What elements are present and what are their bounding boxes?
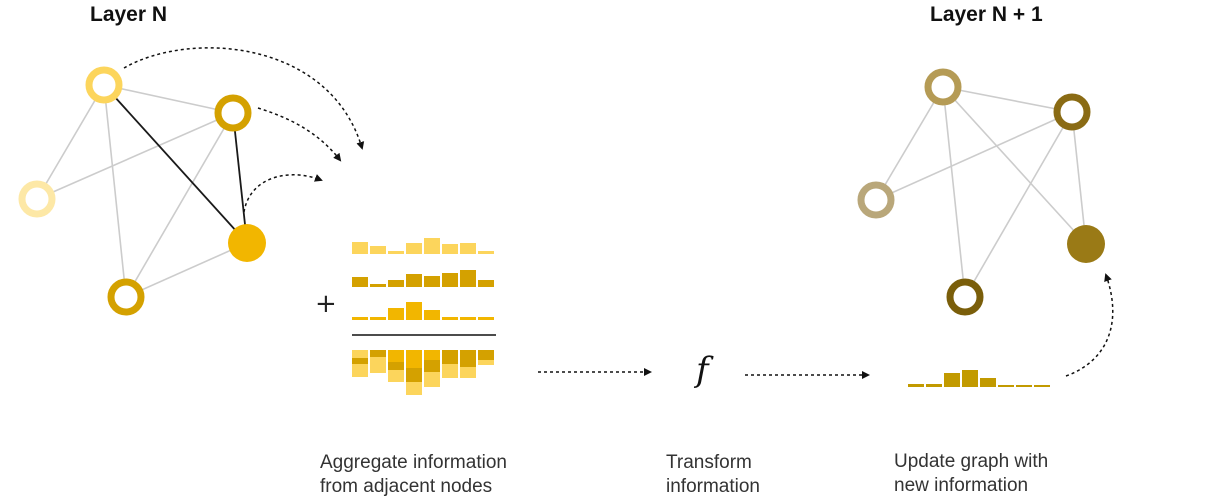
bar [926,384,942,387]
edge [942,86,966,298]
bar [1016,385,1032,387]
left-graph-highlight-edges [103,84,248,244]
aggregate-caption: Aggregate information from adjacent node… [320,451,507,499]
bar [424,310,440,320]
summed-bar [370,350,386,373]
summed-bar [352,350,368,377]
edge [103,84,127,298]
message-arrows [123,47,365,213]
bar [352,242,368,254]
summed-bar [388,350,404,382]
edge [1071,111,1087,245]
highlight-edge [232,112,248,244]
bar [908,384,924,387]
bar [478,280,494,287]
bar [962,370,978,387]
bar [388,280,404,287]
bar [406,302,422,320]
bar [352,317,368,320]
node-ring-dark-gold [1053,93,1091,131]
bar [442,317,458,320]
edge [875,86,944,201]
bar-row-3 [352,302,494,320]
caption-line: Aggregate information [320,452,507,473]
bar [388,251,404,254]
caption-line: new information [894,475,1029,496]
right-graph-edges [875,86,1087,298]
layer-n-plus-1-title: Layer N + 1 [930,3,1043,26]
bar [442,244,458,254]
right-graph-nodes [857,68,1105,316]
bar [352,277,368,287]
bar [944,373,960,387]
caption-line: Update graph with [894,451,1049,472]
bar [460,270,476,287]
caption-line: from adjacent nodes [320,476,493,497]
bar [980,378,996,387]
bar [370,284,386,287]
node-ring-gray-tan [857,181,895,219]
summed-bars [352,350,494,395]
highlight-edge [103,84,248,244]
summed-bar [424,350,440,387]
edge [875,111,1073,201]
update-caption: Update graph with new information [894,450,1048,498]
edge [964,111,1073,298]
bar [424,276,440,287]
edge [125,242,248,298]
bar [478,251,494,254]
dotted-arrow-icon [1065,273,1114,377]
node-ring-light [85,66,123,104]
caption-line: Transform [666,452,752,473]
summed-bar [406,350,422,395]
left-graph-edges [36,84,248,298]
edge [942,86,1087,245]
edge [36,84,105,200]
bar [460,243,476,254]
bar [370,246,386,254]
dotted-arrow-icon [123,47,365,150]
bar [998,385,1014,387]
bar [406,243,422,254]
left-graph-nodes [18,66,266,316]
node-ring-pale [18,180,56,218]
bar [424,238,440,254]
edge [36,112,234,200]
bar-row-1 [352,238,494,254]
dotted-arrow-icon [243,174,323,213]
aggregate-bars [352,238,496,395]
bar-row-2 [352,270,494,287]
node-ring-tan [924,68,962,106]
bar [460,317,476,320]
summed-bar [460,350,476,378]
bar [370,317,386,320]
node-ring-mid [107,278,145,316]
bar [478,317,494,320]
summed-bar [478,350,494,365]
edge [942,86,1073,113]
updated-target-node [1067,225,1105,263]
target-node [228,224,266,262]
bar [442,273,458,287]
summed-bar [442,350,458,378]
layer-n-title: Layer N [90,3,168,26]
caption-line: information [666,476,760,497]
edge [125,112,234,298]
output-bars [908,370,1050,387]
plus-icon: + [315,289,337,319]
dotted-arrow-icon [257,107,342,162]
bar [1034,385,1050,387]
transform-caption: Transform information [666,451,760,499]
edge [103,84,234,114]
node-ring-brown [946,278,984,316]
bar [388,308,404,320]
function-icon: f [693,350,714,390]
bar [406,274,422,287]
node-ring-mid [214,94,252,132]
